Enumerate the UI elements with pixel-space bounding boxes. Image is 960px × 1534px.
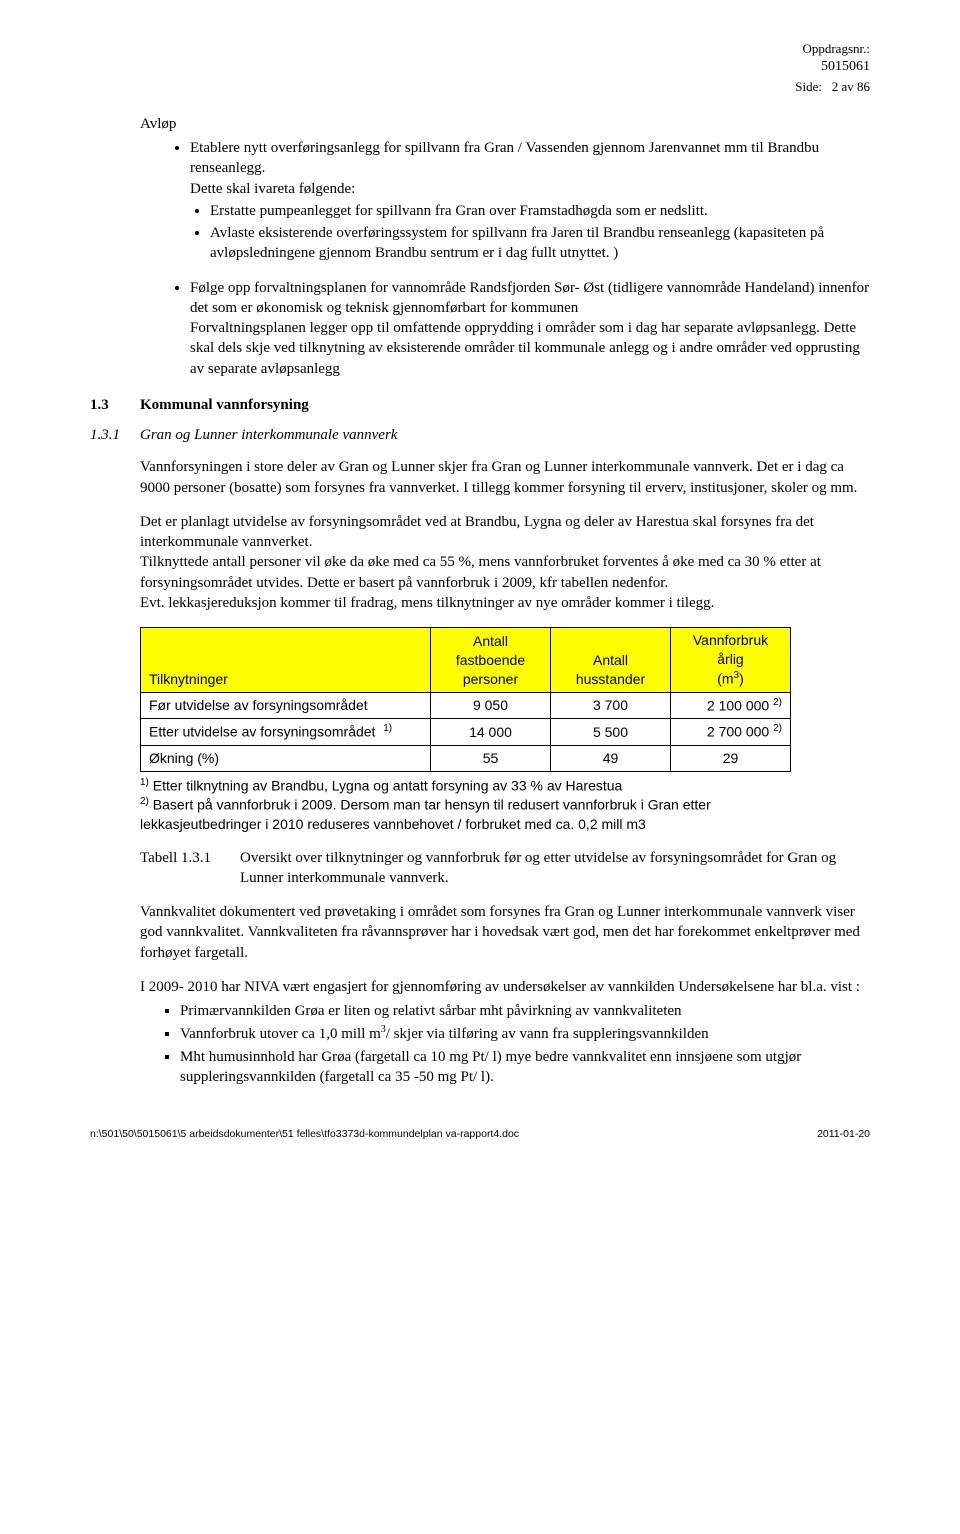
avlop-b1: Etablere nytt overføringsanlegg for spil…: [190, 138, 870, 264]
para-2: Det er planlagt utvidelse av forsyningso…: [140, 512, 870, 613]
table-row: Etter utvidelse av forsyningsområdet 1) …: [141, 719, 791, 746]
niva-list: Primærvannkilden Grøa er liten og relati…: [140, 1001, 870, 1087]
footer-path: n:\501\50\5015061\5 arbeidsdokumenter\51…: [90, 1127, 519, 1141]
heading-1-3-1: 1.3.1 Gran og Lunner interkommunale vann…: [90, 425, 870, 445]
para-6: I 2009- 2010 har NIVA vært engasjert for…: [140, 977, 870, 997]
list-item: Primærvannkilden Grøa er liten og relati…: [180, 1001, 870, 1021]
side-total: 86: [857, 79, 870, 94]
avlop-bullets-2: Følge opp forvaltningsplanen for vannomr…: [170, 278, 870, 379]
table-row: Økning (%) 55 49 29: [141, 745, 791, 771]
oppdrag-label: Oppdragsnr.:: [802, 41, 870, 56]
side-av: av: [841, 79, 853, 94]
avlop-sub2: Avlaste eksisterende overføringssystem f…: [210, 223, 870, 264]
th-vannforbruk: Vannforbruk årlig (m3): [671, 628, 791, 692]
para-5: Vannkvalitet dokumentert ved prøvetaking…: [140, 902, 870, 963]
avlop-title: Avløp: [140, 114, 870, 134]
oppdrag-nr: 5015061: [821, 59, 870, 74]
th-tilknytninger: Tilknytninger: [141, 628, 431, 692]
avlop-sub1: Erstatte pumpeanlegget for spillvann fra…: [210, 201, 870, 221]
th-antall-personer: Antall fastboende personer: [431, 628, 551, 692]
footer-date: 2011-01-20: [817, 1127, 870, 1141]
page-header: Oppdragsnr.: 5015061 Side: 2 av 86: [90, 40, 870, 96]
table-row: Før utvidelse av forsyningsområdet 9 050…: [141, 692, 791, 719]
para-1: Vannforsyningen i store deler av Gran og…: [140, 457, 870, 498]
avlop-b2: Følge opp forvaltningsplanen for vannomr…: [190, 278, 870, 379]
side-label: Side:: [795, 79, 822, 94]
list-item: Mht humusinnhold har Grøa (fargetall ca …: [180, 1047, 870, 1088]
th-antall-husstander: Antall husstander: [551, 628, 671, 692]
page-footer: n:\501\50\5015061\5 arbeidsdokumenter\51…: [90, 1127, 870, 1141]
list-item: Vannforbruk utover ca 1,0 mill m3/ skjer…: [180, 1023, 870, 1044]
tilknytninger-table: Tilknytninger Antall fastboende personer…: [140, 627, 791, 771]
heading-1-3: 1.3 Kommunal vannforsyning: [90, 395, 870, 415]
table-footnotes: 1) Etter tilknytning av Brandbu, Lygna o…: [140, 776, 820, 834]
tabell-caption: Tabell 1.3.1 Oversikt over tilknytninger…: [140, 848, 870, 889]
side-current: 2: [832, 79, 839, 94]
avlop-bullets: Etablere nytt overføringsanlegg for spil…: [170, 138, 870, 264]
